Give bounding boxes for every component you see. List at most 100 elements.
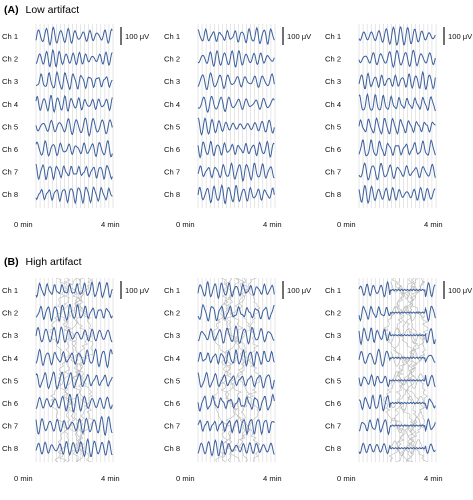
- channel-label: Ch 1: [325, 32, 341, 41]
- artifact-trace: [63, 277, 85, 463]
- panel-b-title: High artifact: [26, 256, 82, 268]
- artifact-segment: [390, 327, 425, 345]
- channel-label: Ch 8: [2, 444, 18, 453]
- channel-label: Ch 6: [325, 399, 341, 408]
- scale-bar-label: 100 μV: [287, 286, 312, 295]
- channel-label: Ch 8: [2, 190, 18, 199]
- channel-label: Ch 1: [164, 32, 180, 41]
- artifact-trace: [49, 277, 71, 463]
- channel-label: Ch 6: [2, 145, 18, 154]
- artifact-trace: [394, 277, 415, 463]
- eeg-trace: [35, 140, 113, 158]
- artifact-trace: [382, 277, 405, 463]
- channel-label: Ch 5: [2, 122, 18, 131]
- eeg-trace: [197, 280, 275, 300]
- channel-label: Ch 3: [325, 331, 341, 340]
- eeg-trace: [197, 393, 275, 412]
- channel-label: Ch 3: [325, 77, 341, 86]
- eeg-trace: [197, 162, 275, 183]
- channel-label: Ch 7: [2, 422, 18, 431]
- eeg-trace: [35, 117, 113, 137]
- artifact-trace: [62, 277, 85, 463]
- eeg-trace: [358, 373, 436, 388]
- artifact-trace: [395, 277, 418, 463]
- eeg-trace: [358, 70, 436, 90]
- channel-label: Ch 3: [2, 331, 18, 340]
- eeg-trace: [197, 418, 275, 436]
- time-end-label: 4 min: [101, 474, 120, 483]
- eeg-trace: [359, 394, 436, 412]
- artifact-segment: [390, 348, 425, 367]
- time-start-label: 0 min: [176, 474, 195, 483]
- channel-label: Ch 8: [164, 190, 180, 199]
- eeg-trace: [358, 417, 436, 436]
- channel-label: Ch 4: [164, 100, 180, 109]
- eeg-trace: [358, 92, 436, 112]
- channel-label: Ch 2: [325, 309, 341, 318]
- channel-label: Ch 6: [164, 399, 180, 408]
- time-end-label: 4 min: [263, 220, 282, 229]
- eeg-trace: [197, 371, 275, 390]
- channel-label: Ch 4: [2, 100, 18, 109]
- channel-label: Ch 7: [164, 168, 180, 177]
- eeg-trace: [358, 139, 436, 157]
- plot-area: Ch 1 Ch 2 Ch 3 Ch 4 Ch 5 Ch 6 Ch 7 Ch 8 100 μV 0 …: [2, 24, 473, 483]
- eeg-trace: [358, 49, 436, 69]
- eeg-trace: [358, 348, 436, 367]
- eeg-trace: [35, 70, 113, 91]
- channel-label: Ch 1: [164, 286, 180, 295]
- artifact-segment: [390, 371, 426, 389]
- eeg-trace: [197, 303, 275, 322]
- channel-label: Ch 4: [2, 354, 18, 363]
- channel-label: Ch 1: [325, 286, 341, 295]
- panel-b: Ch 1 Ch 2 Ch 3 Ch 4 Ch 5 Ch 6 Ch 7 Ch 8 100 μV 0 …: [2, 277, 473, 483]
- eeg-trace: [358, 327, 436, 346]
- channel-label: Ch 3: [164, 331, 180, 340]
- scale-bar-label: 100 μV: [125, 32, 150, 41]
- eeg-trace: [358, 280, 436, 298]
- channel-label: Ch 7: [325, 422, 341, 431]
- eeg-trace: [358, 162, 436, 181]
- channel-label: Ch 8: [325, 444, 341, 453]
- plot-column-3: Ch 1 Ch 2 Ch 3 Ch 4 Ch 5 Ch 6 Ch 7 Ch 8 100 μV 0 …: [325, 24, 473, 229]
- panel-a-title: Low artifact: [26, 4, 80, 16]
- time-start-label: 0 min: [337, 474, 356, 483]
- time-end-label: 4 min: [101, 220, 120, 229]
- artifact-trace: [396, 277, 419, 463]
- channel-label: Ch 4: [325, 100, 341, 109]
- eeg-trace: [197, 71, 275, 90]
- eeg-trace: [358, 185, 436, 205]
- eeg-trace: [197, 117, 275, 136]
- eeg-trace: [197, 95, 275, 114]
- plot-column-1: Ch 1 Ch 2 Ch 3 Ch 4 Ch 5 Ch 6 Ch 7 Ch 8 100 μV 0 …: [2, 277, 150, 483]
- channel-label: Ch 5: [325, 122, 341, 131]
- artifact-trace: [405, 277, 427, 463]
- eeg-trace: [35, 371, 113, 390]
- eeg-trace: [35, 303, 113, 323]
- channel-label: Ch 1: [2, 286, 18, 295]
- channel-label: Ch 6: [325, 145, 341, 154]
- eeg-trace: [197, 50, 275, 68]
- eeg-trace: [197, 325, 275, 345]
- artifact-trace: [211, 277, 233, 463]
- eeg-trace: [197, 26, 275, 45]
- plot-column-1: Ch 1 Ch 2 Ch 3 Ch 4 Ch 5 Ch 6 Ch 7 Ch 8 100 μV 0 …: [2, 24, 150, 229]
- channel-label: Ch 8: [164, 444, 180, 453]
- channel-label: Ch 2: [164, 309, 180, 318]
- panel-b-heading: (B) High artifact: [4, 256, 82, 268]
- scale-bar-label: 100 μV: [448, 286, 473, 295]
- channel-label: Ch 5: [164, 122, 180, 131]
- plot-column-2: Ch 1 Ch 2 Ch 3 Ch 4 Ch 5 Ch 6 Ch 7 Ch 8 100 μV 0 …: [164, 277, 312, 483]
- eeg-trace: [35, 280, 113, 299]
- time-end-label: 4 min: [424, 220, 443, 229]
- eeg-trace: [35, 393, 113, 413]
- channel-label: Ch 5: [325, 376, 341, 385]
- eeg-trace: [35, 94, 113, 114]
- channel-label: Ch 4: [164, 354, 180, 363]
- artifact-segment: [390, 416, 426, 434]
- eeg-trace: [197, 439, 275, 457]
- panel-a-letter: (A): [4, 4, 19, 16]
- time-start-label: 0 min: [14, 220, 33, 229]
- eeg-trace: [35, 348, 113, 369]
